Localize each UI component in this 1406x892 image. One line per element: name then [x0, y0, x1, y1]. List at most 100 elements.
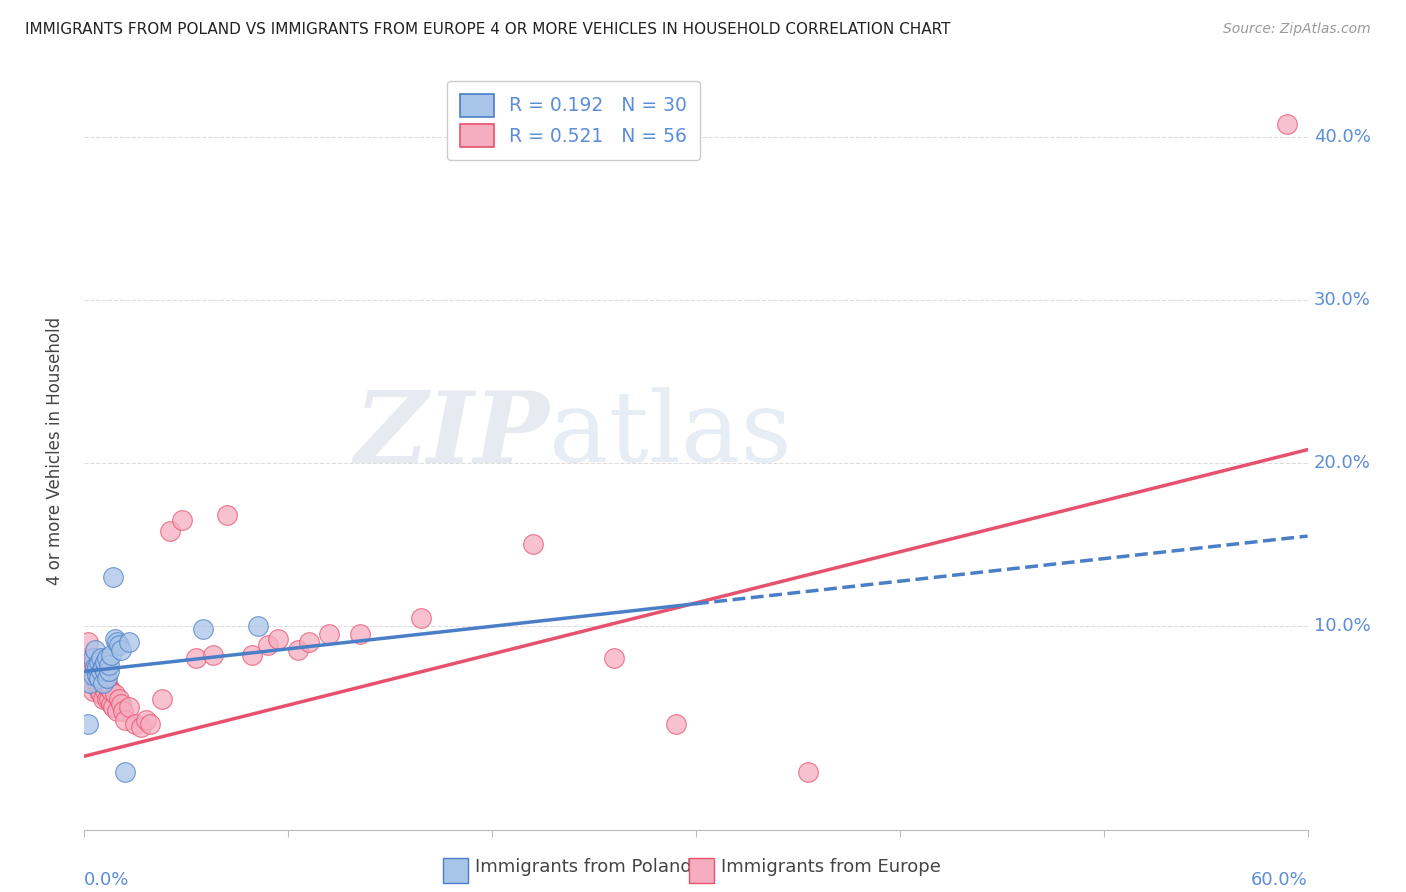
Point [91, 692, 114, 706]
Point [91, 659, 114, 673]
Text: 20.0%: 20.0% [1313, 454, 1371, 472]
Point [105, 635, 128, 649]
Text: IMMIGRANTS FROM POLAND VS IMMIGRANTS FROM EUROPE 4 OR MORE VEHICLES IN HOUSEHOLD: IMMIGRANTS FROM POLAND VS IMMIGRANTS FRO… [25, 22, 950, 37]
Point [96, 671, 118, 685]
Text: Immigrants from Europe: Immigrants from Europe [721, 858, 941, 876]
Point [1277, 116, 1299, 130]
Point [257, 638, 280, 652]
Point [100, 684, 122, 698]
Text: 0.0%: 0.0% [84, 871, 129, 889]
Legend: R = 0.192   N = 30, R = 0.521   N = 56: R = 0.192 N = 30, R = 0.521 N = 56 [447, 81, 700, 161]
Point [97, 657, 120, 672]
Point [79, 659, 101, 673]
Point [96, 651, 118, 665]
Point [522, 537, 544, 551]
Point [150, 692, 173, 706]
Point [138, 716, 160, 731]
Point [86, 667, 108, 681]
Point [96, 675, 118, 690]
Point [110, 643, 132, 657]
Point [124, 716, 146, 731]
Point [87, 671, 110, 685]
Point [186, 651, 208, 665]
Point [86, 659, 108, 673]
Point [267, 632, 290, 646]
Point [172, 513, 194, 527]
Point [83, 667, 105, 681]
Point [93, 684, 115, 698]
Text: Immigrants from Poland: Immigrants from Poland [475, 858, 692, 876]
Point [82, 684, 104, 698]
Point [240, 648, 263, 662]
Point [96, 692, 118, 706]
Point [349, 627, 371, 641]
Point [83, 659, 105, 673]
Point [298, 635, 321, 649]
Point [191, 622, 214, 636]
Text: 40.0%: 40.0% [1313, 128, 1371, 145]
Point [77, 635, 100, 649]
Text: atlas: atlas [550, 387, 792, 483]
Point [159, 524, 181, 538]
Point [101, 700, 124, 714]
Point [118, 700, 141, 714]
Point [97, 665, 120, 679]
Point [112, 704, 135, 718]
Point [77, 716, 100, 731]
Point [82, 651, 104, 665]
Point [118, 635, 141, 649]
Y-axis label: 4 or more Vehicles in Household: 4 or more Vehicles in Household [45, 317, 63, 584]
Point [135, 714, 157, 728]
Point [603, 651, 626, 665]
Point [79, 675, 101, 690]
Point [91, 675, 114, 690]
Text: ZIP: ZIP [354, 387, 550, 483]
Point [97, 692, 120, 706]
Point [87, 655, 110, 669]
Point [665, 716, 688, 731]
Point [246, 619, 269, 633]
Point [75, 651, 97, 665]
Point [82, 655, 104, 669]
Point [101, 570, 124, 584]
Point [131, 720, 153, 734]
Point [93, 667, 115, 681]
Point [93, 655, 115, 669]
Point [108, 692, 131, 706]
Point [91, 675, 114, 690]
Point [86, 659, 108, 673]
Point [90, 687, 112, 701]
Point [79, 675, 101, 690]
Point [110, 697, 132, 711]
Point [100, 697, 122, 711]
Point [82, 667, 104, 681]
Point [201, 648, 224, 662]
Point [86, 675, 108, 690]
Point [105, 704, 128, 718]
Point [409, 610, 432, 624]
Point [87, 665, 110, 679]
Point [87, 684, 110, 698]
Point [100, 648, 122, 662]
Point [797, 765, 820, 780]
Point [97, 681, 120, 695]
Point [114, 714, 136, 728]
Point [104, 687, 127, 701]
Text: 60.0%: 60.0% [1251, 871, 1308, 889]
Point [90, 651, 112, 665]
Text: 10.0%: 10.0% [1313, 616, 1371, 635]
Point [114, 765, 136, 780]
Point [83, 643, 105, 657]
Text: 30.0%: 30.0% [1313, 291, 1371, 309]
Point [93, 665, 115, 679]
Point [104, 632, 127, 646]
Point [318, 627, 340, 641]
Point [77, 659, 100, 673]
Point [90, 665, 112, 679]
Point [90, 671, 112, 685]
Point [287, 643, 309, 657]
Point [108, 638, 131, 652]
Text: Source: ZipAtlas.com: Source: ZipAtlas.com [1223, 22, 1371, 37]
Point [83, 651, 105, 665]
Point [217, 508, 239, 522]
